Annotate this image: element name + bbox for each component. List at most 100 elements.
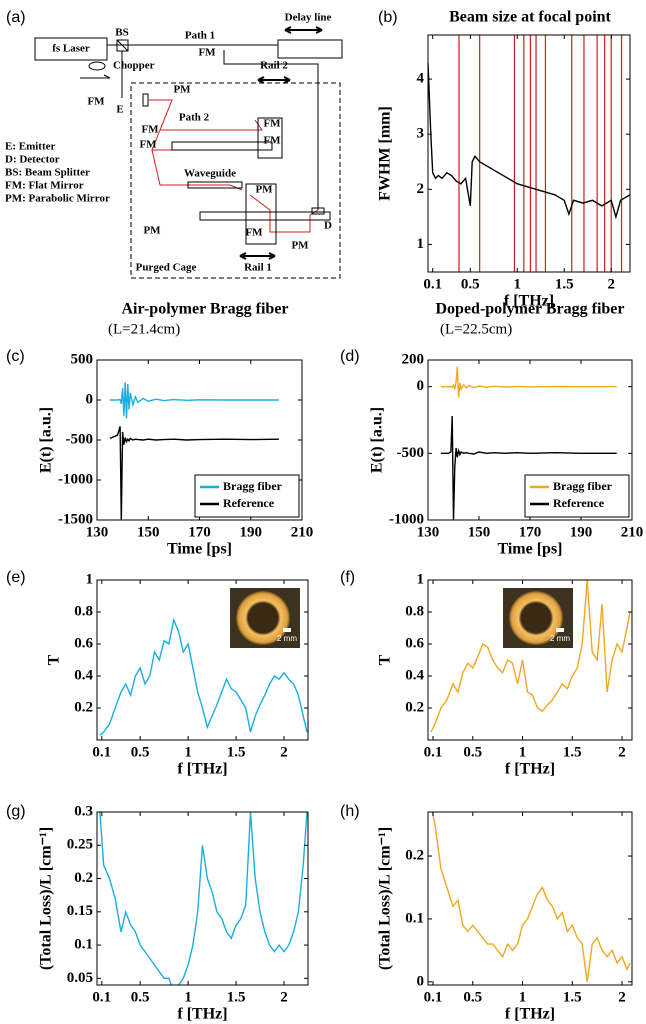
y-tick-label: -500 — [66, 431, 94, 447]
chart-title: Doped-polymer Bragg fiber — [435, 301, 624, 318]
legend-label: Bragg fiber — [223, 479, 283, 493]
y-tick-label: 0.15 — [67, 903, 93, 919]
y-tick-label: 0.2 — [74, 870, 93, 886]
label: FM — [245, 227, 263, 239]
emitter — [142, 93, 149, 107]
y-tick-label: 2 — [417, 181, 425, 197]
panel-label: (e) — [6, 569, 26, 586]
x-tick-label: 1.5 — [563, 989, 582, 1005]
chart-subtitle: (L=22.5cm) — [440, 321, 512, 337]
panel: (b) Beam size at focal point 0.1 0.5 1 1.5 2 1 2… — [377, 9, 631, 310]
plot-area — [99, 617, 308, 736]
x-tick-label: 130 — [417, 524, 440, 540]
y-tick-label: -1000 — [389, 511, 424, 527]
y-tick-label: 0.25 — [67, 837, 93, 853]
x-tick-label: 1 — [514, 276, 522, 292]
label: PM — [173, 84, 191, 96]
legend-item: BS: Beam Splitter — [5, 167, 90, 179]
data-line — [109, 382, 279, 419]
y-tick-label: 1 — [86, 571, 94, 587]
x-tick-label: 190 — [240, 524, 263, 540]
x-tick-label: 0.5 — [131, 744, 150, 760]
x-tick-label: 150 — [137, 524, 160, 540]
y-axis-label: E(t) [a.u.] — [369, 407, 386, 473]
guide — [171, 141, 273, 151]
chopper — [88, 61, 106, 71]
chart-title: Air-polymer Bragg fiber — [121, 301, 288, 318]
x-tick-label: 1 — [519, 989, 527, 1005]
y-tick-label: 4 — [417, 71, 425, 87]
legend: Bragg fiber Reference — [194, 474, 300, 518]
data-line — [440, 366, 617, 398]
x-tick-label: 2 — [607, 276, 615, 292]
scale-bar — [556, 628, 564, 632]
y-axis-label: E(t) [a.u.] — [38, 407, 55, 473]
x-tick-label: 0.5 — [463, 744, 482, 760]
plot-area — [431, 812, 631, 982]
panel: (e)0.1 0.5 1 1.5 20.20.40.60.81f [THz]T2 mm — [6, 569, 309, 778]
plot-area — [428, 35, 630, 272]
legend-item: PM: Parabolic Mirror — [5, 193, 110, 205]
scale-bar — [283, 628, 291, 632]
panel: (h)0.1 0.5 1 1.5 200.10.2f [THz](Total Loss)… — [340, 803, 633, 1023]
x-tick-label: 2 — [618, 744, 626, 760]
data-line — [109, 426, 279, 520]
legend: Bragg fiber Reference — [524, 474, 630, 518]
label: Chopper — [113, 60, 155, 72]
axes-box — [427, 579, 633, 741]
data-line — [99, 812, 308, 985]
legend-item: D: Detector — [5, 154, 60, 166]
x-tick-label: 210 — [291, 524, 314, 540]
legend-label: Bragg fiber — [553, 479, 613, 493]
legend-item: FM: Flat Mirror — [5, 180, 84, 192]
y-tick-label: 0.8 — [405, 603, 424, 619]
thz-beam — [249, 194, 319, 233]
legend-item: E: Emitter — [5, 141, 56, 153]
data-line — [428, 62, 630, 220]
x-tick-label: 1.5 — [227, 989, 246, 1005]
x-tick-label: 1.5 — [227, 744, 246, 760]
panel-label: (b) — [378, 9, 398, 26]
fiber-cross-section — [236, 591, 290, 645]
label: FM — [263, 135, 281, 147]
y-tick-label: 1 — [417, 236, 425, 252]
label: D — [324, 220, 332, 232]
y-tick-label: 0.8 — [74, 603, 93, 619]
inset-photo: 2 mm — [503, 588, 573, 648]
scale-label: 2 mm — [550, 634, 570, 643]
scale-label: 2 mm — [277, 634, 297, 643]
chart-subtitle: (L=21.4cm) — [108, 321, 180, 337]
panel: (c) Air-polymer Bragg fiber (L=21.4cm) 130 1… — [6, 301, 313, 558]
x-tick-label: 2 — [618, 989, 626, 1005]
y-tick-label: -500 — [397, 445, 425, 461]
x-tick-label: 1.5 — [563, 744, 582, 760]
y-tick-label: 0.3 — [74, 803, 93, 819]
x-tick-label: 190 — [570, 524, 593, 540]
y-tick-label: 500 — [71, 351, 94, 367]
label: E — [116, 104, 123, 116]
legend-label: Reference — [553, 496, 605, 510]
axes-box — [96, 579, 309, 741]
y-tick-label: 3 — [417, 126, 425, 142]
label: FM — [141, 124, 159, 136]
y-tick-label: 0.1 — [74, 937, 93, 953]
plot-area — [440, 366, 617, 520]
y-tick-label: 0.2 — [405, 699, 424, 715]
panel-label: (c) — [6, 348, 25, 365]
y-axis-label: (Total Loss)/L [cm⁻¹] — [38, 827, 55, 970]
y-axis-label: FWHM [mm] — [377, 106, 394, 201]
plot-area — [99, 812, 308, 985]
setup-diagram: (a) fs Laser BS Path 1 Delay line FM Cho… — [5, 9, 343, 279]
panel: (g) 0.1 0.5 1 1.5 2 0.05 0.1 0.15 0.2 0.25 0.3 f [TH… — [6, 803, 309, 1023]
x-tick-label: 0.5 — [463, 989, 482, 1005]
plot-area — [430, 580, 631, 733]
delay-box — [277, 39, 343, 59]
x-tick-label: 170 — [519, 524, 542, 540]
label: Waveguide — [184, 168, 236, 180]
x-tick-label: 1 — [184, 744, 192, 760]
x-axis-label: Time [ps] — [497, 541, 562, 558]
x-tick-label: 0.1 — [424, 989, 443, 1005]
data-line — [99, 617, 308, 736]
x-tick-label: 1 — [184, 989, 192, 1005]
